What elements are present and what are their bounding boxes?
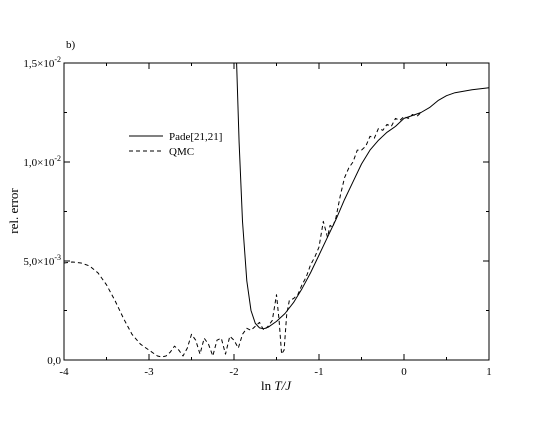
x-axis-label-prefix: ln — [261, 378, 274, 393]
series-layer — [63, 62, 490, 358]
y-ticks: 0,05,0×10-31,0×10-21,5×10-2 — [23, 55, 489, 367]
x-axis-label: ln T/J — [261, 378, 292, 393]
y-axis-label: rel. error — [6, 188, 21, 234]
y-tick-mantissa: 1,5×10 — [23, 58, 54, 70]
legend-label-qmc: QMC — [169, 146, 194, 158]
y-tick-exponent: -2 — [54, 55, 61, 64]
y-tick-mantissa: 1,0×10 — [23, 157, 54, 169]
x-tick-label: -1 — [314, 366, 323, 378]
x-tick-label: -3 — [144, 366, 154, 378]
y-tick-label: 1,5×10-2 — [23, 55, 61, 70]
legend-label-pade: Pade[21,21] — [169, 131, 222, 143]
x-tick-label: 0 — [401, 366, 407, 378]
legend: Pade[21,21] QMC — [129, 131, 222, 158]
x-tick-label: -2 — [229, 366, 238, 378]
plot-frame — [63, 62, 490, 361]
series-line-qmc — [63, 112, 422, 358]
y-tick-label: 1,0×10-2 — [23, 154, 61, 169]
x-tick-label: -4 — [59, 366, 69, 378]
y-tick-label: 5,0×10-3 — [23, 253, 61, 268]
y-tick-label: 0,0 — [47, 355, 61, 367]
x-ticks: -4 -3 -2 -1 0 1 — [59, 63, 492, 378]
y-tick-exponent: -3 — [54, 253, 61, 262]
y-tick-mantissa: 0,0 — [47, 355, 61, 367]
x-tick-label: 1 — [486, 366, 492, 378]
series-line-pade — [236, 62, 490, 330]
panel-label: b) — [66, 39, 76, 51]
x-axis-label-italic: T/J — [274, 378, 292, 393]
y-tick-mantissa: 5,0×10 — [23, 256, 54, 268]
y-tick-exponent: -2 — [54, 154, 61, 163]
